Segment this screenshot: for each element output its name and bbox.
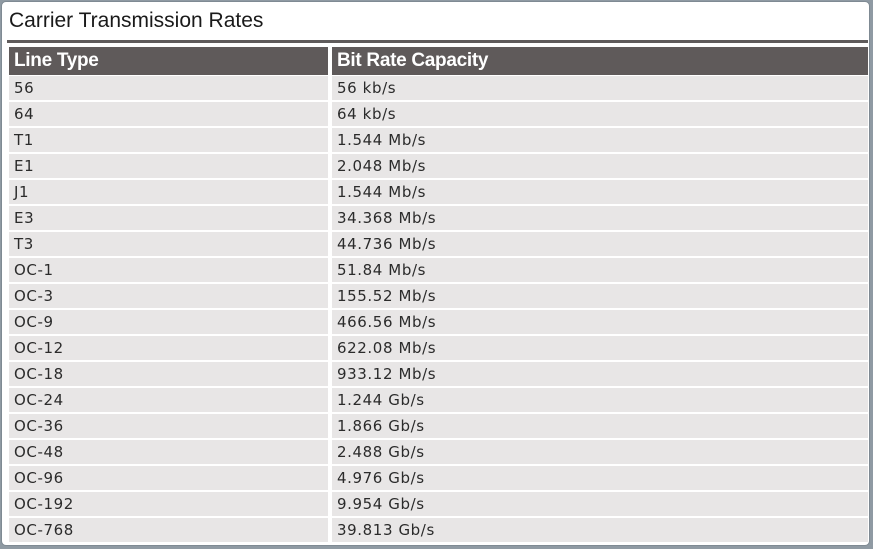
table-row: T1 1.544 Mb/s — [9, 128, 868, 154]
line-type-cell: OC-768 — [9, 518, 328, 542]
bit-rate-cell: 466.56 Mb/s — [332, 310, 868, 334]
bit-rate-cell: 933.12 Mb/s — [332, 362, 868, 386]
bit-rate-cell: 4.976 Gb/s — [332, 466, 868, 490]
bit-rate-cell: 34.368 Mb/s — [332, 206, 868, 230]
table-row: 56 56 kb/s — [9, 76, 868, 102]
table-header-row: Line Type Bit Rate Capacity — [9, 47, 868, 76]
bit-rate-cell: 64 kb/s — [332, 102, 868, 126]
table-row: OC-24 1.244 Gb/s — [9, 388, 868, 414]
table-row: OC-3 155.52 Mb/s — [9, 284, 868, 310]
bit-rate-cell: 2.488 Gb/s — [332, 440, 868, 464]
table-row: E1 2.048 Mb/s — [9, 154, 868, 180]
line-type-cell: OC-48 — [9, 440, 328, 464]
table-row: OC-36 1.866 Gb/s — [9, 414, 868, 440]
table-row: E3 34.368 Mb/s — [9, 206, 868, 232]
table-row: OC-18 933.12 Mb/s — [9, 362, 868, 388]
table-row: 64 64 kb/s — [9, 102, 868, 128]
line-type-cell: OC-1 — [9, 258, 328, 282]
line-type-cell: OC-12 — [9, 336, 328, 360]
line-type-cell: T1 — [9, 128, 328, 152]
line-type-cell: J1 — [9, 180, 328, 204]
column-header-bit-rate: Bit Rate Capacity — [332, 47, 868, 75]
line-type-cell: 56 — [9, 76, 328, 100]
page-title: Carrier Transmission Rates — [9, 9, 264, 32]
line-type-cell: OC-24 — [9, 388, 328, 412]
table-row: OC-12 622.08 Mb/s — [9, 336, 868, 362]
line-type-cell: OC-96 — [9, 466, 328, 490]
bit-rate-cell: 1.244 Gb/s — [332, 388, 868, 412]
line-type-cell: OC-192 — [9, 492, 328, 516]
column-header-line-type: Line Type — [9, 47, 328, 75]
bit-rate-cell: 56 kb/s — [332, 76, 868, 100]
line-type-cell: T3 — [9, 232, 328, 256]
line-type-cell: OC-9 — [9, 310, 328, 334]
line-type-cell: 64 — [9, 102, 328, 126]
line-type-cell: E1 — [9, 154, 328, 178]
line-type-cell: OC-36 — [9, 414, 328, 438]
table-body: 56 56 kb/s 64 64 kb/s T1 1.544 Mb/s E1 2.048 Mb… — [9, 76, 868, 544]
table-row: OC-9 466.56 Mb/s — [9, 310, 868, 336]
line-type-cell: OC-18 — [9, 362, 328, 386]
bit-rate-cell: 622.08 Mb/s — [332, 336, 868, 360]
table-row: OC-192 9.954 Gb/s — [9, 492, 868, 518]
bit-rate-cell: 1.544 Mb/s — [332, 180, 868, 204]
line-type-cell: OC-3 — [9, 284, 328, 308]
table-row: OC-1 51.84 Mb/s — [9, 258, 868, 284]
line-type-cell: E3 — [9, 206, 328, 230]
bit-rate-cell: 1.544 Mb/s — [332, 128, 868, 152]
bit-rate-cell: 44.736 Mb/s — [332, 232, 868, 256]
table-row: OC-48 2.488 Gb/s — [9, 440, 868, 466]
table-row: OC-96 4.976 Gb/s — [9, 466, 868, 492]
title-divider — [7, 40, 868, 43]
bit-rate-cell: 9.954 Gb/s — [332, 492, 868, 516]
table-row: OC-768 39.813 Gb/s — [9, 518, 868, 544]
bit-rate-cell: 51.84 Mb/s — [332, 258, 868, 282]
bit-rate-cell: 2.048 Mb/s — [332, 154, 868, 178]
bit-rate-cell: 1.866 Gb/s — [332, 414, 868, 438]
rates-table: Line Type Bit Rate Capacity 56 56 kb/s 64 6… — [9, 47, 868, 544]
table-row: T3 44.736 Mb/s — [9, 232, 868, 258]
table-row: J1 1.544 Mb/s — [9, 180, 868, 206]
bit-rate-cell: 155.52 Mb/s — [332, 284, 868, 308]
bit-rate-cell: 39.813 Gb/s — [332, 518, 868, 542]
